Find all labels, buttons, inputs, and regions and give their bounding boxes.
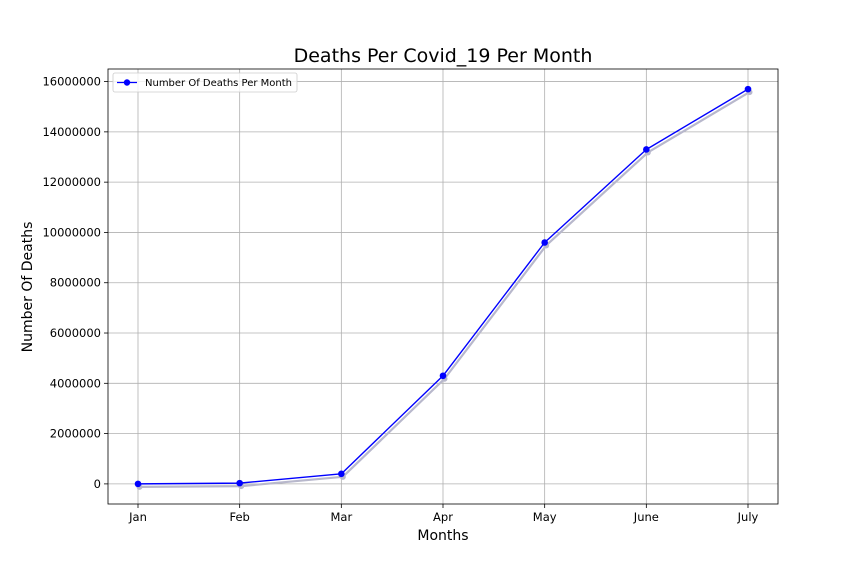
y-tick-label: 14000000 bbox=[42, 125, 101, 139]
x-tick-label: Jan bbox=[128, 510, 147, 524]
data-point bbox=[338, 470, 345, 478]
data-point bbox=[643, 146, 650, 153]
x-tick-label: Apr bbox=[433, 510, 453, 524]
data-point bbox=[134, 480, 142, 488]
series-layer bbox=[134, 85, 753, 490]
data-point bbox=[744, 85, 752, 93]
legend: Number Of Deaths Per Month bbox=[112, 72, 298, 93]
legend-marker bbox=[123, 79, 131, 86]
series-shadow-line bbox=[139, 91, 751, 488]
y-tick-label: 8000000 bbox=[50, 276, 101, 290]
y-tick-label: 16000000 bbox=[42, 75, 101, 89]
legend-label: Number Of Deaths Per Month bbox=[145, 78, 292, 89]
x-tick-label: June bbox=[633, 510, 659, 524]
y-axis-label: Number Of Deaths bbox=[20, 222, 36, 353]
x-tick-label: Mar bbox=[330, 510, 352, 524]
x-tick-label: Feb bbox=[229, 510, 249, 524]
axes: Jan Feb Mar Apr May June July 0 2000000 4000000 60… bbox=[42, 75, 758, 524]
data-point bbox=[236, 479, 243, 487]
x-axis-label: Months bbox=[417, 528, 468, 544]
x-tick-label: May bbox=[533, 510, 557, 524]
data-point bbox=[439, 372, 447, 380]
x-tick-label: July bbox=[737, 510, 759, 524]
y-tick-label: 4000000 bbox=[50, 376, 101, 390]
y-tick-label: 6000000 bbox=[50, 326, 101, 340]
chart-title: Deaths Per Covid_19 Per Month bbox=[294, 45, 593, 67]
data-point bbox=[541, 239, 548, 246]
y-tick-label: 12000000 bbox=[42, 175, 101, 189]
y-tick-label: 0 bbox=[94, 477, 101, 491]
legend-box bbox=[112, 72, 298, 93]
y-tick-label: 2000000 bbox=[50, 427, 101, 441]
y-tick-label: 10000000 bbox=[42, 225, 101, 239]
grid bbox=[108, 69, 778, 504]
